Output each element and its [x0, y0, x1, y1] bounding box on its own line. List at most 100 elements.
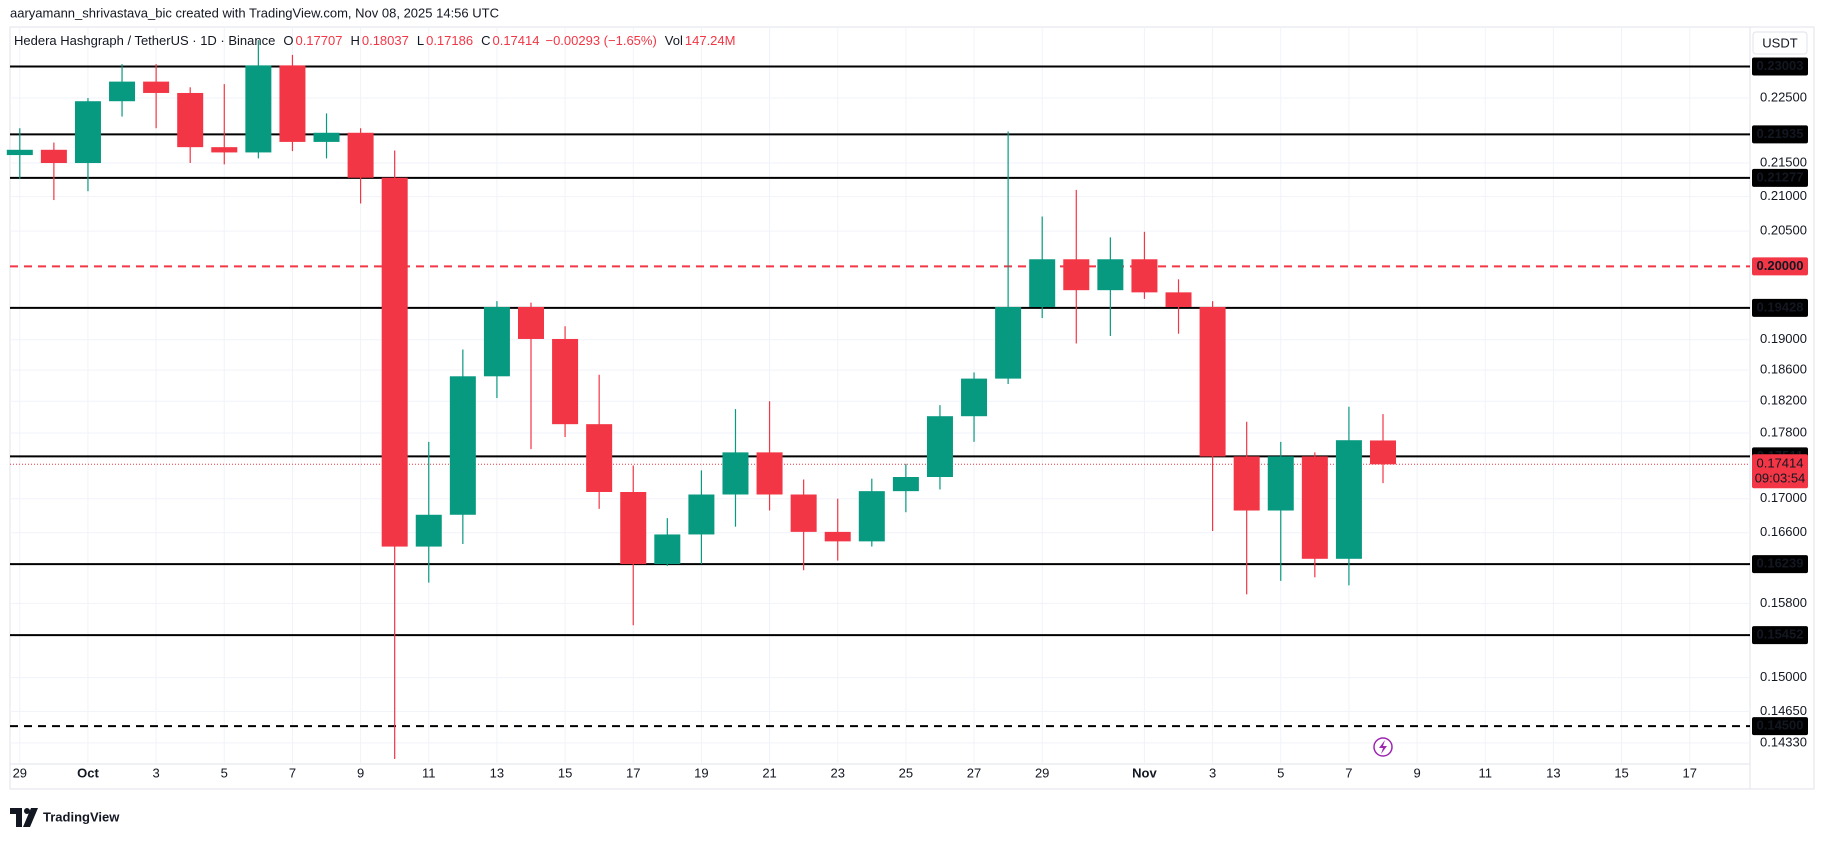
candle-body — [415, 514, 442, 547]
axes: 0.22500 0.21500 0.21000 0.20500 0.19000 0.186… — [13, 57, 1808, 780]
candle-body — [1301, 456, 1328, 559]
legend-title: Hedera Hashgraph / TetherUS · 1D · Binan… — [14, 33, 275, 48]
candle-body — [347, 132, 374, 178]
x-tick-label: 15 — [1614, 765, 1628, 780]
currency-box[interactable] — [1752, 31, 1808, 55]
y-tick-label: 0.20500 — [1760, 223, 1807, 238]
x-tick-label: 15 — [558, 765, 572, 780]
candle-body — [892, 477, 919, 492]
level-label: 0.23003 — [1757, 58, 1804, 73]
chart-frame — [9, 26, 1815, 790]
legend-volume-key: Vol — [665, 33, 683, 48]
candle-body — [858, 491, 885, 542]
x-tick-label: 5 — [221, 765, 228, 780]
candle-body — [1370, 440, 1396, 465]
countdown: 09:03:54 — [1755, 471, 1806, 486]
y-tick-label: 0.21000 — [1760, 188, 1807, 203]
legend-value: 0.18037 — [362, 33, 409, 48]
candle-body — [1233, 456, 1260, 511]
candle-body — [313, 132, 340, 142]
legend-value: 0.17186 — [426, 33, 473, 48]
event-icon[interactable] — [1373, 737, 1393, 757]
level-label-box — [1752, 168, 1808, 187]
candle-body — [483, 306, 510, 377]
candle-body — [688, 494, 715, 535]
grid — [10, 27, 1750, 764]
legend-key: H — [350, 33, 359, 48]
y-tick-label: 0.17800 — [1760, 424, 1807, 439]
candle-body — [654, 534, 681, 565]
candle-body — [926, 416, 953, 478]
y-tick-label: 0.16600 — [1760, 524, 1807, 539]
x-tick-label: 23 — [830, 765, 844, 780]
candle-body — [74, 101, 101, 164]
x-tick-label: 11 — [422, 765, 436, 780]
y-tick-label: 0.15800 — [1760, 595, 1807, 610]
level-label: 0.21277 — [1757, 169, 1804, 184]
candle-body — [620, 491, 647, 565]
legend-volume: 147.24M — [685, 33, 736, 48]
candle-body — [143, 81, 170, 93]
legend-change: −0.00293 (−1.65%) — [545, 33, 656, 48]
candles — [6, 40, 1396, 759]
candle-body — [245, 65, 272, 153]
event-bolt[interactable] — [1379, 740, 1387, 754]
level-label: 0.20000 — [1757, 258, 1804, 273]
x-tick-label: 17 — [1682, 765, 1696, 780]
brand: TradingView — [43, 809, 120, 824]
candle-body — [177, 92, 204, 148]
level-label-box — [1752, 626, 1808, 645]
x-tick-label: 9 — [1413, 765, 1420, 780]
level-label-box — [1752, 125, 1808, 144]
y-tick-label: 0.14330 — [1760, 734, 1807, 749]
x-tick-label: 25 — [899, 765, 913, 780]
y-tick-label: 0.18200 — [1760, 393, 1807, 408]
candle-body — [1199, 306, 1226, 457]
x-tick-label: 7 — [289, 765, 296, 780]
y-tick-label: 0.19000 — [1760, 331, 1807, 346]
level-label: 0.21935 — [1757, 126, 1804, 141]
candle-body — [518, 306, 544, 339]
candle-body — [995, 306, 1022, 379]
candle-body — [1131, 259, 1158, 293]
level-label: 0.14500 — [1757, 718, 1804, 733]
x-tick-label: 21 — [762, 765, 776, 780]
x-tick-label: 11 — [1478, 765, 1492, 780]
logo-slash — [23, 808, 38, 827]
level-label: 0.16239 — [1757, 556, 1804, 571]
logo-mark — [10, 808, 22, 827]
x-tick-label: 27 — [967, 765, 981, 780]
level-label: 0.19428 — [1757, 299, 1804, 314]
candle-body — [109, 81, 136, 102]
x-tick-label: Nov — [1132, 765, 1157, 780]
brand-logo: TradingView — [10, 808, 120, 827]
x-tick-label: 3 — [1209, 765, 1216, 780]
candle-body — [722, 452, 749, 495]
x-tick-label: 5 — [1277, 765, 1284, 780]
legend-key: C — [481, 33, 490, 48]
level-label-box — [1752, 257, 1808, 276]
last-price-label: 0.17414 — [1757, 456, 1804, 471]
candle-body — [1097, 259, 1124, 291]
candle-body — [40, 149, 67, 164]
y-tick-label: 0.21500 — [1760, 154, 1807, 169]
x-tick-label: 13 — [490, 765, 504, 780]
logo-dot — [24, 808, 30, 814]
x-tick-label: 17 — [626, 765, 640, 780]
y-tick-label: 0.22500 — [1760, 89, 1807, 104]
y-tick-label: 0.18600 — [1760, 362, 1807, 377]
candle-body — [6, 149, 33, 156]
x-tick-label: 29 — [13, 765, 27, 780]
level-label-box — [1752, 298, 1808, 317]
currency[interactable]: USDT — [1762, 35, 1797, 50]
candle-body — [1029, 259, 1056, 307]
candle-body — [586, 424, 613, 492]
levels — [10, 65, 1750, 728]
level-label-box — [1752, 57, 1808, 76]
candle-body — [961, 378, 988, 417]
level-label: 0.15452 — [1757, 627, 1804, 642]
x-tick-label: 29 — [1035, 765, 1049, 780]
x-tick-label: 7 — [1345, 765, 1352, 780]
